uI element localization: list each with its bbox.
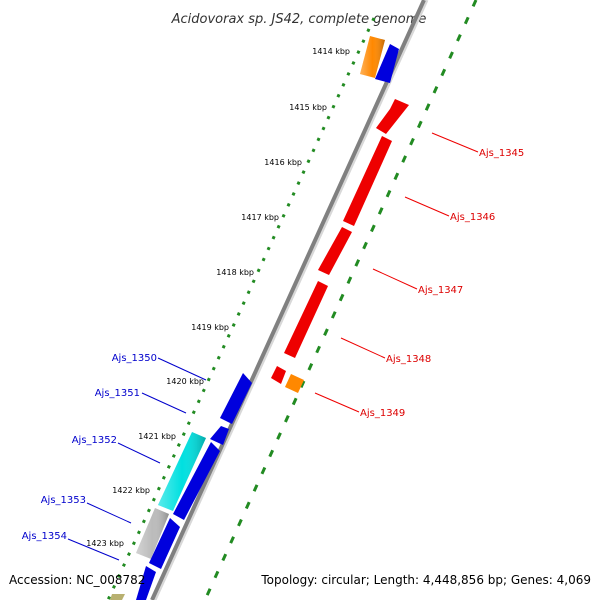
left-leader-lines (67, 357, 207, 561)
gene-arrow-blue-mid[interactable] (173, 442, 220, 520)
tick-label: 1421 kbp (138, 432, 176, 441)
outer-dotted-track (203, 0, 478, 600)
gene-label-ajs-1345[interactable]: Ajs_1345 (479, 148, 524, 159)
gene-label-ajs-1348[interactable]: Ajs_1348 (386, 354, 431, 365)
gene-arrow-ajs-1348[interactable] (284, 281, 328, 358)
tick-labels: 1414 kbp 1415 kbp 1416 kbp 1417 kbp 1418… (86, 47, 350, 548)
gene-box-ajs-1352-shade (158, 432, 206, 511)
gene-label-ajs-1351[interactable]: Ajs_1351 (95, 388, 140, 399)
tick-label: 1418 kbp (216, 268, 254, 277)
forward-strand-genes (110, 36, 399, 600)
backbone (150, 0, 426, 600)
tick-label: 1416 kbp (264, 158, 302, 167)
tick-label: 1414 kbp (312, 47, 350, 56)
inner-dotted-track (106, 17, 376, 600)
map-title: Acidovorax sp. JS42, complete genome (171, 12, 427, 27)
gene-label-ajs-1352[interactable]: Ajs_1352 (72, 435, 117, 446)
right-gene-labels: Ajs_1345 Ajs_1346 Ajs_1347 Ajs_1348 Ajs_… (360, 148, 524, 419)
accession-text: Accession: NC_008782 (9, 573, 146, 587)
leader-line (86, 502, 132, 524)
gene-arrow-ajs-1354[interactable] (136, 566, 156, 600)
tick-label: 1417 kbp (241, 213, 279, 222)
reverse-strand-genes (271, 99, 409, 393)
tick-label: 1422 kbp (112, 486, 150, 495)
leader-line (314, 392, 360, 413)
gene-label-ajs-1346[interactable]: Ajs_1346 (450, 212, 495, 223)
tick-label: 1423 kbp (86, 539, 124, 548)
gene-label-ajs-1349[interactable]: Ajs_1349 (360, 408, 405, 419)
leader-line (340, 337, 386, 359)
tick-label: 1420 kbp (166, 377, 204, 386)
gene-arrow-blue-lower[interactable] (149, 518, 180, 569)
gene-arrow-ajs-1349[interactable] (271, 366, 286, 384)
leader-line (157, 357, 207, 381)
gene-label-ajs-1350[interactable]: Ajs_1350 (112, 353, 157, 364)
gene-arrow-blue-top[interactable] (375, 44, 399, 83)
leader-line (67, 538, 120, 561)
leader-line (141, 392, 187, 414)
tick-label: 1415 kbp (289, 103, 327, 112)
gene-arrow-ajs-1345[interactable] (376, 99, 409, 134)
gene-arrow-ajs-1346[interactable] (343, 136, 392, 226)
leader-line (431, 132, 479, 153)
leader-line (117, 442, 161, 464)
gene-arrow-ajs-1347[interactable] (318, 227, 352, 275)
gene-label-ajs-1353[interactable]: Ajs_1353 (41, 495, 86, 506)
gene-box-olive-bottom[interactable] (110, 594, 125, 600)
gene-label-ajs-1354[interactable]: Ajs_1354 (22, 531, 67, 542)
gene-arrow-ajs-1350[interactable] (220, 373, 252, 424)
gene-arrow-ajs-1351[interactable] (210, 426, 229, 445)
gene-arrow-orange-reverse[interactable] (285, 374, 304, 393)
right-leader-lines (314, 132, 479, 413)
leader-line (404, 196, 450, 217)
leader-line (372, 268, 418, 290)
gene-label-ajs-1347[interactable]: Ajs_1347 (418, 285, 463, 296)
topology-text: Topology: circular; Length: 4,448,856 bp… (261, 573, 591, 587)
backbone-shadow (153, 0, 429, 600)
gene-box-ajs-1353-shade (136, 508, 169, 559)
left-gene-labels: Ajs_1350 Ajs_1351 Ajs_1352 Ajs_1353 Ajs_… (22, 353, 157, 542)
tick-label: 1419 kbp (191, 323, 229, 332)
gene-box-orange-top-shade (360, 36, 385, 78)
